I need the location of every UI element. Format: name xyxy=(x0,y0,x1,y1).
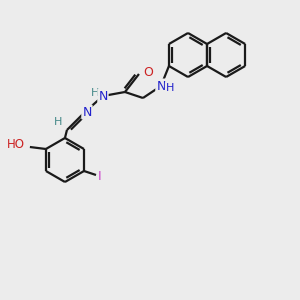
Text: H: H xyxy=(54,117,62,127)
Text: I: I xyxy=(98,170,102,184)
Text: H: H xyxy=(166,83,174,93)
Text: H: H xyxy=(91,88,99,98)
Text: N: N xyxy=(98,89,108,103)
Text: HO: HO xyxy=(7,139,25,152)
Text: N: N xyxy=(82,106,92,118)
Text: N: N xyxy=(156,80,166,92)
Text: O: O xyxy=(143,65,153,79)
